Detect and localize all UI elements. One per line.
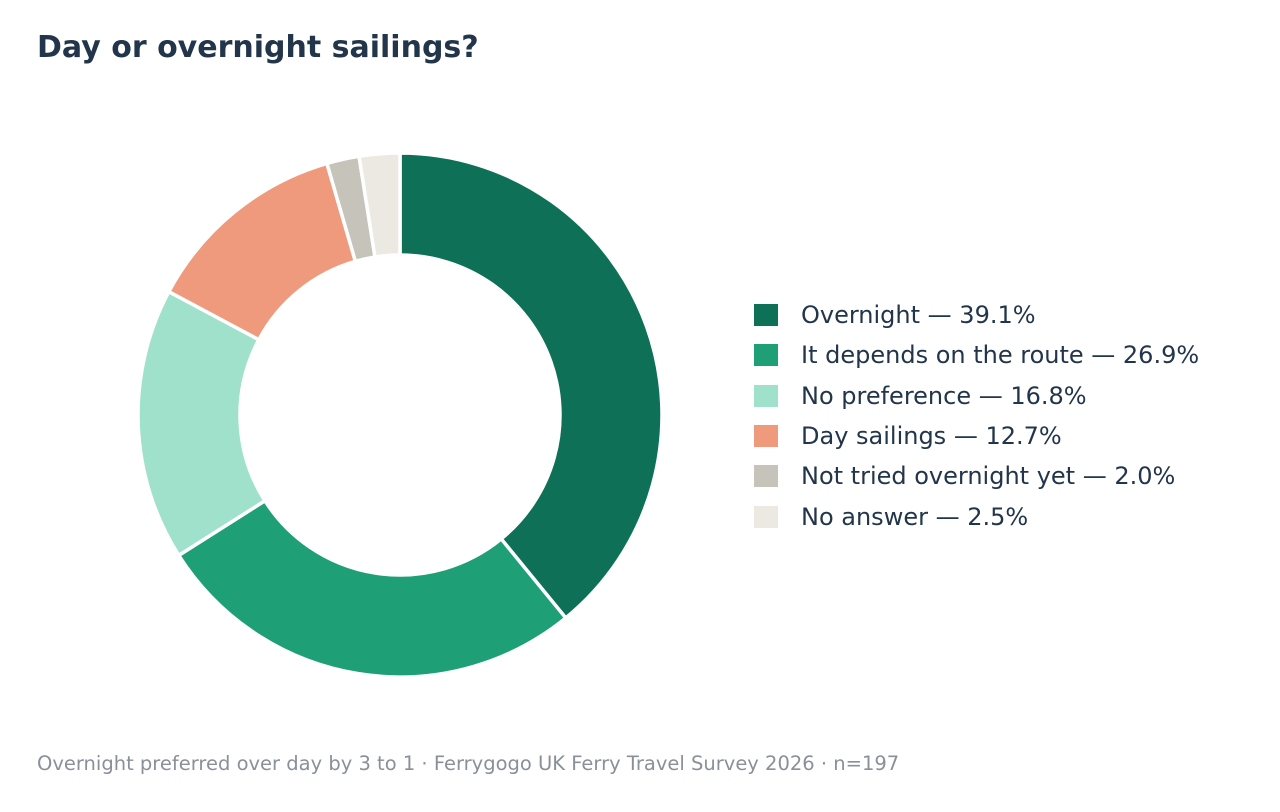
legend-swatch bbox=[754, 425, 778, 448]
legend-item-5: No answer — 2.5% bbox=[754, 496, 1199, 536]
legend-label: Overnight — 39.1% bbox=[801, 301, 1036, 330]
legend-item-4: Not tried overnight yet — 2.0% bbox=[754, 456, 1199, 496]
legend: Overnight — 39.1% It depends on the route… bbox=[754, 295, 1199, 537]
donut-slice-0 bbox=[398, 151, 664, 621]
legend-swatch bbox=[754, 304, 778, 327]
legend-swatch bbox=[754, 344, 778, 367]
donut-slice-5 bbox=[357, 151, 402, 259]
legend-swatch bbox=[754, 465, 778, 488]
legend-swatch bbox=[754, 505, 778, 528]
legend-label: No answer — 2.5% bbox=[801, 502, 1029, 531]
legend-label: Day sailings — 12.7% bbox=[801, 422, 1062, 451]
legend-item-0: Overnight — 39.1% bbox=[754, 295, 1199, 335]
legend-item-1: It depends on the route — 26.9% bbox=[754, 335, 1199, 375]
chart-title: Day or overnight sailings? bbox=[37, 30, 479, 65]
donut-chart bbox=[136, 151, 664, 679]
legend-swatch bbox=[754, 384, 778, 407]
legend-label: Not tried overnight yet — 2.0% bbox=[801, 462, 1176, 491]
legend-item-2: No preference — 16.8% bbox=[754, 376, 1199, 416]
legend-item-3: Day sailings — 12.7% bbox=[754, 416, 1199, 456]
donut-slices bbox=[136, 151, 664, 679]
donut-slice-1 bbox=[176, 498, 569, 679]
chart-footnote: Overnight preferred over day by 3 to 1 ·… bbox=[37, 752, 900, 775]
legend-label: It depends on the route — 26.9% bbox=[801, 341, 1200, 370]
legend-label: No preference — 16.8% bbox=[801, 381, 1087, 410]
